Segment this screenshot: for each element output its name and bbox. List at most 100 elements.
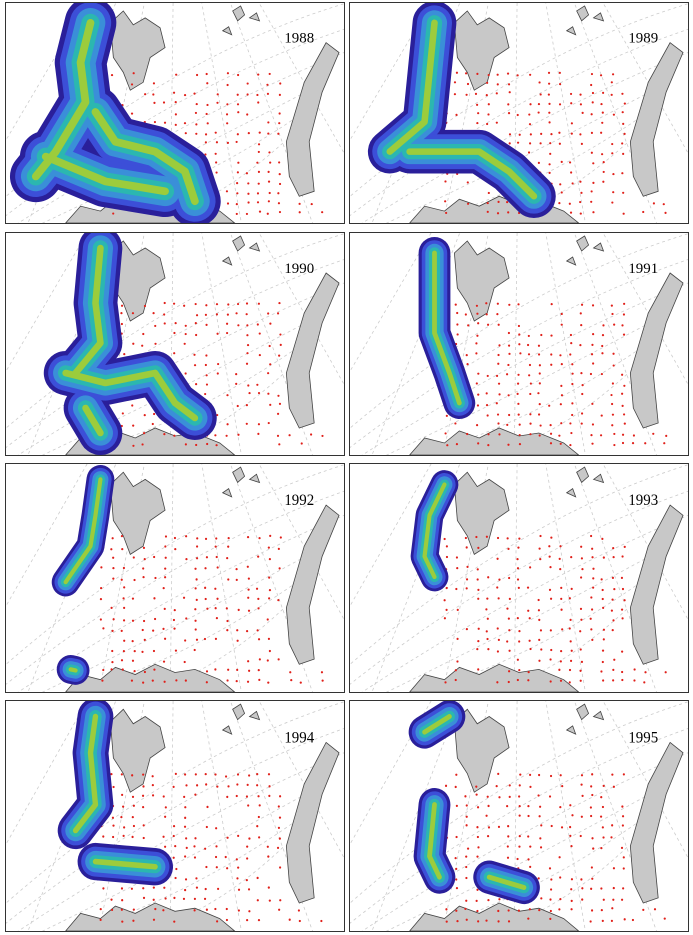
station: [560, 650, 563, 653]
station: [258, 678, 261, 681]
station: [507, 363, 510, 367]
station: [569, 353, 572, 356]
station: [571, 182, 574, 185]
station: [487, 433, 490, 436]
graticule: [544, 0, 589, 241]
station: [227, 785, 230, 788]
station: [131, 795, 135, 799]
station: [214, 855, 218, 859]
station: [236, 629, 239, 632]
station: [487, 804, 490, 808]
station: [174, 876, 177, 880]
station: [475, 785, 478, 788]
station: [537, 161, 540, 164]
station: [276, 312, 280, 315]
station: [256, 161, 259, 164]
station: [216, 920, 219, 923]
station: [538, 638, 541, 641]
station: [268, 191, 271, 195]
station: [142, 567, 145, 570]
station: [498, 344, 501, 347]
station: [527, 609, 530, 612]
station: [268, 785, 271, 788]
station: [204, 133, 208, 136]
station: [236, 773, 240, 776]
station: [518, 133, 521, 136]
station: [132, 556, 135, 559]
station: [246, 680, 250, 683]
station: [508, 629, 511, 632]
station: [550, 648, 553, 652]
station: [164, 535, 168, 538]
station: [235, 140, 238, 144]
station: [560, 608, 563, 611]
station: [622, 773, 625, 776]
station: [245, 313, 248, 316]
station: [445, 586, 448, 590]
station: [466, 432, 469, 436]
concentration-contour: [72, 244, 104, 377]
station: [496, 302, 499, 305]
station: [445, 908, 448, 911]
station: [101, 679, 104, 682]
station: [621, 172, 624, 175]
station: [246, 352, 249, 355]
station: [590, 628, 593, 631]
station: [120, 629, 123, 633]
station: [612, 546, 615, 550]
station: [267, 855, 270, 858]
station: [571, 363, 574, 366]
station: [590, 534, 593, 538]
station: [455, 886, 459, 890]
station: [298, 202, 301, 205]
station: [602, 628, 606, 631]
station: [506, 72, 510, 75]
station: [455, 909, 458, 912]
station: [236, 93, 239, 96]
station: [174, 123, 177, 126]
station: [529, 773, 532, 776]
station: [121, 793, 124, 797]
station: [518, 537, 521, 540]
station: [540, 333, 543, 337]
station: [464, 907, 467, 911]
station: [621, 324, 624, 327]
station: [276, 412, 280, 415]
station: [549, 629, 552, 632]
concentration-contour: [91, 108, 199, 206]
station: [508, 413, 511, 417]
graticule: [174, 545, 243, 935]
station: [581, 111, 584, 114]
station: [549, 597, 553, 600]
station: [120, 322, 123, 326]
station: [267, 312, 270, 315]
station: [497, 638, 500, 642]
station: [529, 422, 532, 425]
station: [539, 93, 542, 96]
station: [248, 837, 251, 840]
station: [236, 133, 239, 136]
station: [476, 334, 479, 337]
station: [102, 668, 105, 672]
land: [408, 902, 580, 932]
graticule: [26, 545, 176, 935]
graticule: [309, 1, 693, 232]
map-panel: 1993: [290, 309, 693, 711]
station: [571, 372, 574, 375]
station: [245, 795, 249, 798]
station: [268, 588, 272, 592]
station: [590, 353, 594, 356]
station: [529, 103, 532, 106]
station: [236, 668, 239, 672]
station: [299, 681, 302, 684]
station: [529, 413, 532, 416]
station: [123, 826, 126, 829]
station: [206, 122, 209, 125]
station: [539, 142, 542, 145]
station: [621, 373, 624, 376]
station: [600, 131, 603, 134]
station: [663, 442, 666, 445]
station: [215, 827, 218, 830]
station: [247, 660, 250, 663]
station: [539, 424, 542, 427]
